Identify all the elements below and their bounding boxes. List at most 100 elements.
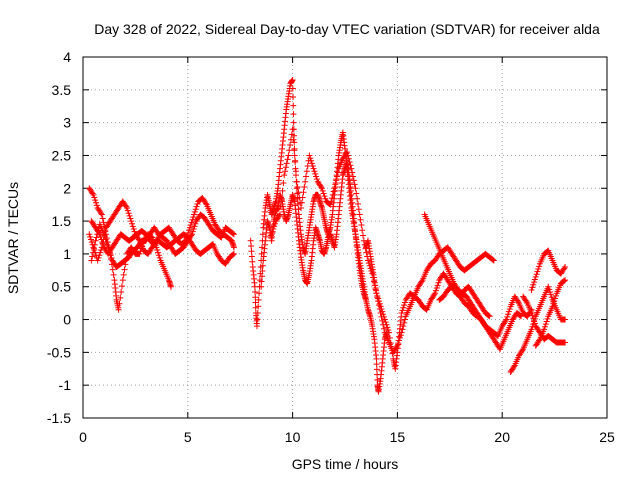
x-tick-label: 0: [79, 429, 87, 445]
data-point: [194, 201, 201, 208]
y-tick-label: -1: [59, 377, 72, 393]
data-point: [291, 139, 298, 146]
data-point: [308, 160, 315, 167]
data-point: [92, 199, 99, 206]
data-point: [373, 361, 380, 368]
data-point: [269, 228, 276, 235]
y-tick-label: 3.5: [52, 82, 72, 98]
data-point: [202, 200, 209, 207]
data-point: [119, 277, 126, 284]
data-point: [381, 316, 388, 323]
data-point: [188, 219, 195, 226]
data-point: [95, 254, 102, 261]
data-point: [380, 325, 387, 332]
data-point: [401, 319, 408, 326]
data-point: [385, 327, 392, 334]
data-point: [318, 183, 325, 190]
data-point: [384, 324, 391, 331]
data-point: [286, 147, 293, 154]
data-point: [503, 316, 510, 323]
data-point: [380, 311, 387, 318]
data-point: [230, 231, 237, 238]
data-point: [541, 323, 548, 330]
data-point: [354, 195, 361, 202]
data-point: [300, 189, 307, 196]
data-point: [386, 329, 393, 336]
data-point: [108, 254, 115, 261]
data-point: [542, 321, 549, 328]
data-point: [289, 126, 296, 133]
data-point: [505, 311, 512, 318]
y-tick-label: 4: [63, 49, 71, 65]
data-point: [248, 253, 255, 260]
data-point: [386, 334, 393, 341]
data-point: [294, 190, 301, 197]
data-point: [192, 206, 199, 213]
data-point: [252, 288, 259, 295]
data-point: [389, 350, 396, 357]
data-point: [363, 249, 370, 256]
data-point: [382, 319, 389, 326]
data-point: [256, 290, 263, 297]
y-tick-label: -0.5: [47, 344, 71, 360]
data-point: [98, 210, 105, 217]
data-point: [320, 190, 327, 197]
data-point: [281, 172, 288, 179]
data-point: [377, 303, 384, 310]
data-point: [313, 173, 320, 180]
data-point: [374, 376, 381, 383]
data-point: [528, 287, 535, 294]
y-tick-label: 2: [63, 180, 71, 196]
data-point: [313, 176, 320, 183]
data-point: [270, 225, 277, 232]
data-point: [95, 227, 102, 234]
data-point: [401, 302, 408, 309]
data-point: [529, 323, 536, 330]
x-axis-label: GPS time / hours: [292, 456, 399, 472]
data-point: [358, 222, 365, 229]
data-point: [277, 203, 284, 210]
data-point: [283, 160, 290, 167]
data-point: [127, 215, 134, 222]
data-point: [562, 277, 569, 284]
data-point: [331, 185, 338, 192]
data-point: [297, 204, 304, 211]
data-point: [124, 207, 131, 214]
data-point: [87, 233, 94, 240]
data-point: [334, 169, 341, 176]
data-point: [387, 340, 394, 347]
data-point: [376, 300, 383, 307]
data-point: [271, 223, 278, 230]
data-point: [401, 316, 408, 323]
data-point: [530, 315, 537, 322]
data-point: [96, 252, 103, 259]
data-point: [255, 303, 262, 310]
data-point: [110, 271, 117, 278]
data-point: [298, 199, 305, 206]
data-point: [103, 239, 110, 246]
data-point: [136, 250, 143, 257]
data-point: [344, 152, 351, 159]
data-point: [312, 170, 319, 177]
y-axis-tick-labels: -1.5 -1 -0.5 0 0.5 1 1.5 2 2.5 3 3.5 4: [47, 49, 71, 426]
data-point: [155, 249, 162, 256]
data-point: [98, 211, 105, 218]
data-point: [279, 187, 286, 194]
data-point: [433, 285, 440, 292]
data-point: [90, 191, 97, 198]
data-point: [154, 246, 161, 253]
data-point: [490, 257, 497, 264]
data-point: [191, 211, 198, 218]
x-tick-label: 25: [599, 429, 615, 445]
data-point: [130, 225, 137, 232]
x-axis-tick-labels: 0 5 10 15 20 25: [79, 429, 615, 445]
data-point: [99, 215, 106, 222]
data-point: [291, 152, 298, 159]
data-point: [282, 168, 289, 175]
data-point: [322, 195, 329, 202]
data-point: [506, 306, 513, 313]
data-point: [115, 306, 122, 313]
data-point: [289, 85, 296, 92]
data-point: [530, 281, 537, 288]
data-point: [434, 282, 441, 289]
